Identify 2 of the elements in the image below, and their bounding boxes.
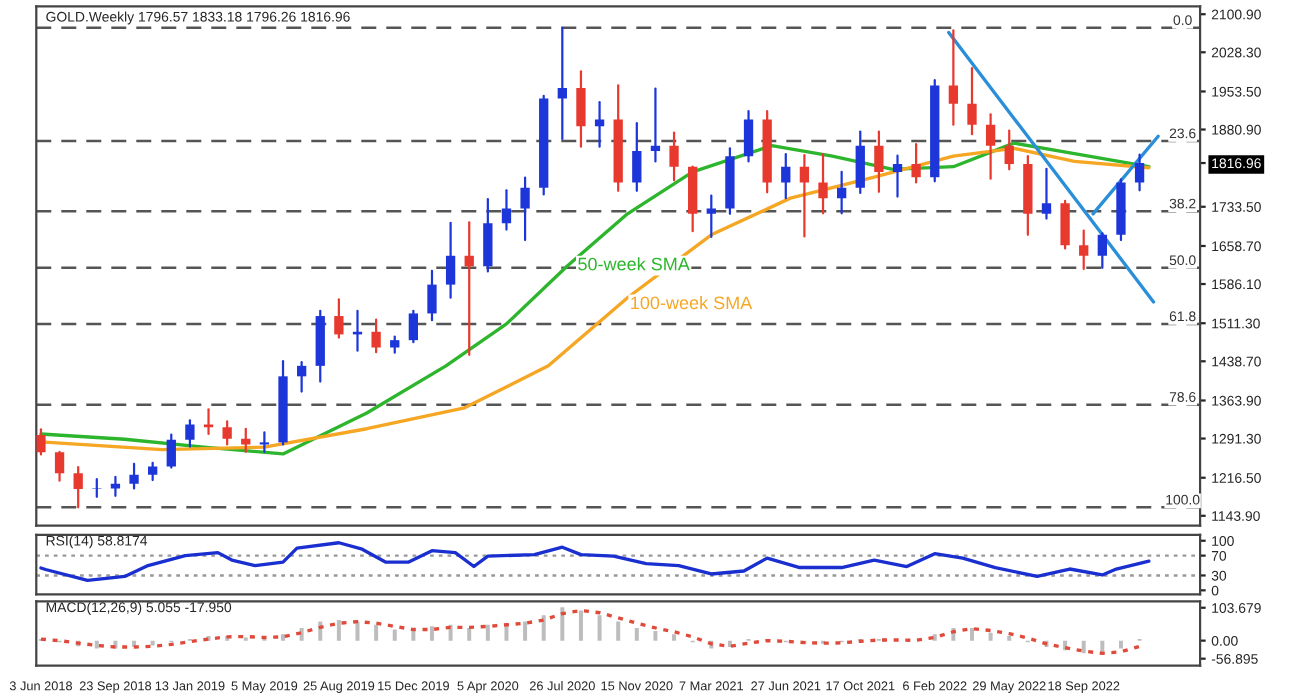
- series-label: 100-week SMA: [631, 295, 753, 310]
- series-label: 50-week SMA: [578, 257, 690, 271]
